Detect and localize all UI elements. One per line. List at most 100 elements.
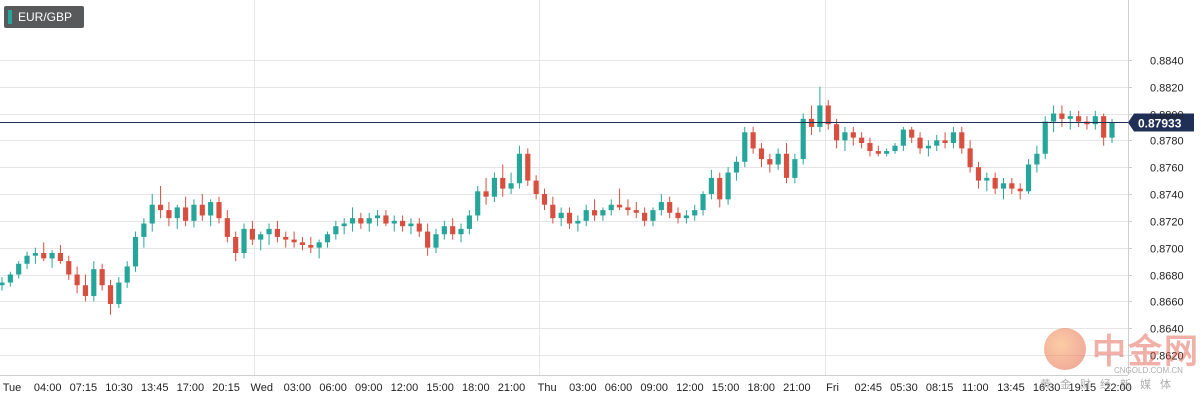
candle-body xyxy=(950,132,957,144)
candle xyxy=(216,196,222,224)
x-tick-label: 21:00 xyxy=(498,382,526,394)
candle-body xyxy=(349,218,356,224)
candle-body xyxy=(1101,116,1107,138)
candle xyxy=(1000,177,1007,200)
candle-body xyxy=(825,105,831,125)
candle xyxy=(859,132,865,149)
candle-body xyxy=(617,204,623,208)
candle xyxy=(558,207,564,227)
candle xyxy=(783,143,790,184)
candle xyxy=(825,100,831,130)
candle-body xyxy=(49,253,55,259)
candle xyxy=(909,126,915,144)
candle xyxy=(733,156,740,181)
candle xyxy=(575,215,581,232)
candle-body xyxy=(900,129,906,146)
x-tick-label: 21:00 xyxy=(783,382,811,394)
candle-body xyxy=(783,153,790,178)
x-tick-label: 04:00 xyxy=(34,382,62,394)
candle xyxy=(16,261,22,279)
candle-body xyxy=(942,140,948,144)
candle-body xyxy=(675,212,681,219)
candle xyxy=(241,223,247,259)
candle-body xyxy=(433,234,439,248)
candle-body xyxy=(16,263,22,275)
candle-body xyxy=(884,151,890,154)
candle xyxy=(416,218,422,237)
candle-body xyxy=(82,285,89,296)
candle-body xyxy=(450,226,456,235)
candle xyxy=(358,212,364,229)
candle-body xyxy=(183,207,189,221)
candle-body xyxy=(216,202,222,219)
candle-body xyxy=(441,226,447,235)
y-tick-label: 0.8840 xyxy=(1150,56,1184,68)
current-price-label: 0.87933 xyxy=(1138,117,1182,131)
x-tick-label: 02:45 xyxy=(854,382,882,394)
x-tick-label: 19:15 xyxy=(1069,382,1097,394)
candle-body xyxy=(1017,188,1023,192)
candle xyxy=(767,153,773,173)
candle-body xyxy=(792,159,798,178)
symbol-badge[interactable]: EUR/GBP xyxy=(4,6,85,28)
candle xyxy=(692,204,698,221)
candle xyxy=(833,118,840,149)
candle-body xyxy=(583,210,589,221)
candle xyxy=(1059,105,1065,127)
candle xyxy=(1009,177,1015,194)
x-tick-label: 12:00 xyxy=(391,382,419,394)
candle xyxy=(249,220,255,245)
candle-body xyxy=(967,148,973,168)
x-tick-label: 09:00 xyxy=(640,382,668,394)
y-tick-label: 0.8660 xyxy=(1150,297,1184,309)
x-tick-label: 15:00 xyxy=(712,382,740,394)
candle xyxy=(550,196,556,224)
candle xyxy=(675,207,681,224)
candle xyxy=(808,105,815,135)
candle xyxy=(475,185,481,221)
candle xyxy=(717,172,723,208)
candle-body xyxy=(425,231,431,248)
candle xyxy=(199,194,205,221)
candle-body xyxy=(24,255,30,264)
watermark: 中金网 CNGOLD.COM.CN 黄金财经新媒体 xyxy=(1040,322,1200,398)
candle-body xyxy=(274,228,281,237)
y-tick-label: 0.8720 xyxy=(1150,217,1184,229)
y-tick-label: 0.8680 xyxy=(1150,271,1184,283)
x-tick-label: 20:15 xyxy=(212,382,240,394)
candle-body xyxy=(333,226,339,235)
x-tick-label: 12:00 xyxy=(676,382,704,394)
candle xyxy=(1050,105,1057,133)
candle xyxy=(391,215,397,232)
candle xyxy=(66,255,72,280)
candle xyxy=(1017,183,1023,200)
candle xyxy=(349,207,356,232)
candle-body xyxy=(775,153,781,165)
x-tick-label: 22:00 xyxy=(1104,382,1132,394)
candle xyxy=(900,126,906,152)
x-tick-label: Fri xyxy=(826,382,839,394)
candle xyxy=(750,126,756,154)
candle xyxy=(258,231,264,251)
candle xyxy=(625,199,631,216)
candle xyxy=(425,223,431,256)
candle-body xyxy=(750,132,756,149)
candle xyxy=(324,231,331,248)
candle-body xyxy=(308,244,314,248)
candle-body xyxy=(383,215,389,224)
candle-body xyxy=(466,215,472,229)
candle-body xyxy=(1076,116,1082,122)
candle-body xyxy=(892,145,898,152)
candle-body xyxy=(717,177,723,200)
candle-body xyxy=(324,234,331,243)
candle xyxy=(116,277,122,309)
candle-body xyxy=(299,242,306,245)
candle xyxy=(0,277,5,291)
x-tick-label: 06:00 xyxy=(319,382,347,394)
candle xyxy=(525,148,531,186)
candle-body xyxy=(99,269,105,286)
candle-body xyxy=(241,228,247,254)
candle-body xyxy=(408,223,414,227)
candle-body xyxy=(7,274,13,283)
